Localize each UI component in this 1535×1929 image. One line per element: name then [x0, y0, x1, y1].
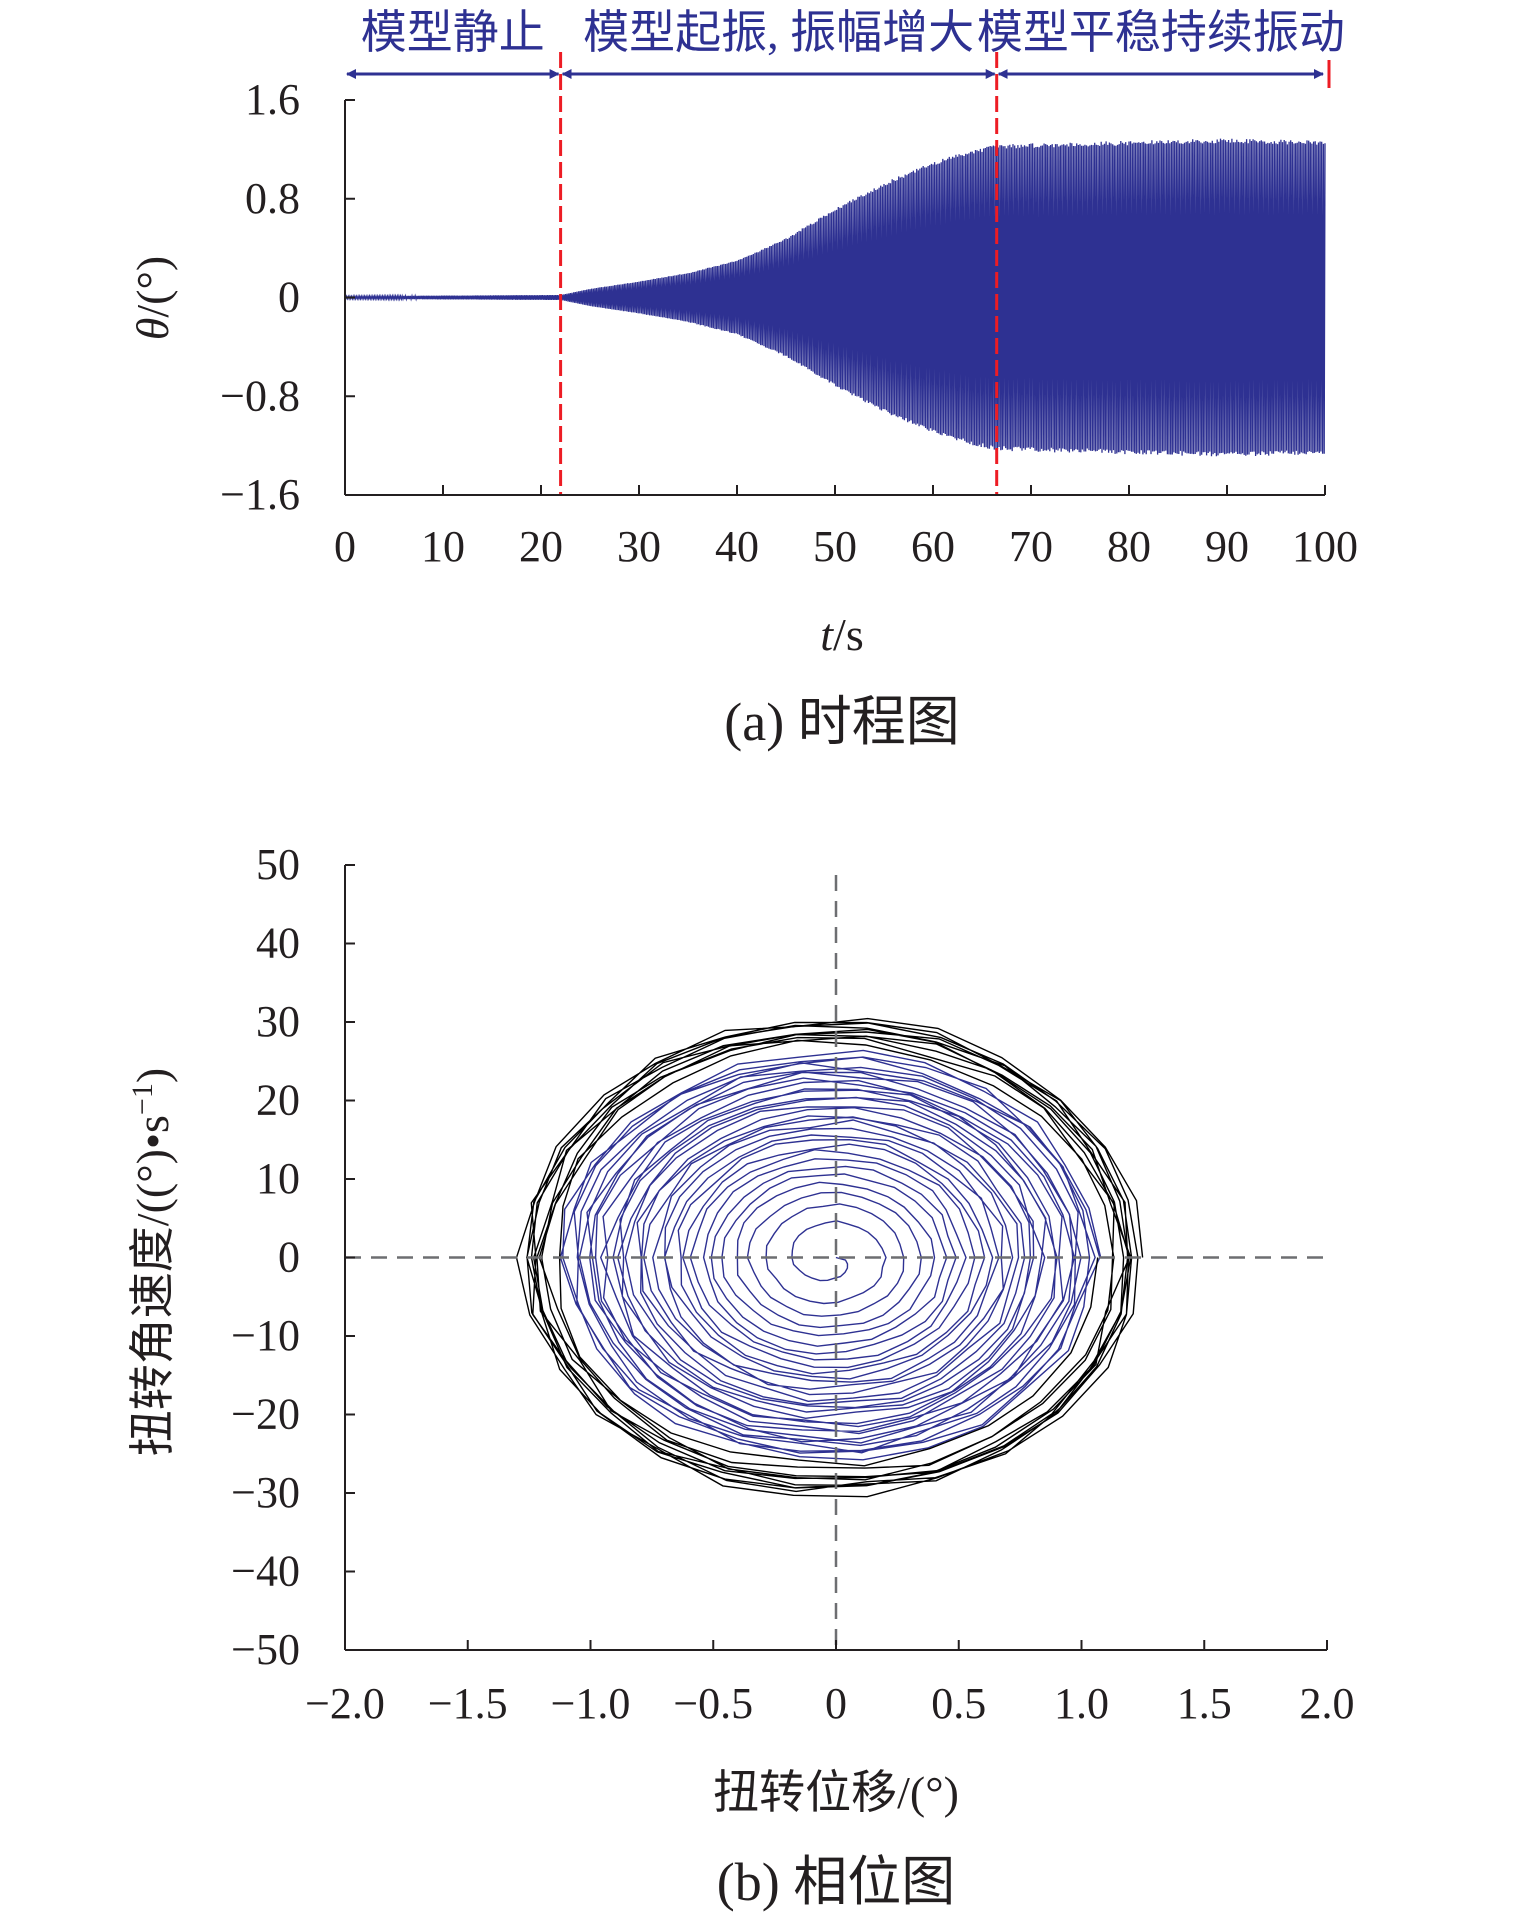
x-tick-label: −1.0 — [551, 1679, 631, 1728]
y-tick-label: 10 — [256, 1154, 300, 1203]
x-tick-label: 1.5 — [1177, 1679, 1232, 1728]
y-tick-label: −50 — [231, 1625, 300, 1674]
chart-a-caption: (a) 时程图 — [724, 692, 959, 752]
phase-label: 模型静止 — [361, 7, 545, 58]
y-tick-label: 20 — [256, 1076, 300, 1125]
time-history-line — [344, 138, 1326, 457]
zero-reference-lines — [345, 875, 1327, 1650]
x-tick-label: −0.5 — [673, 1679, 753, 1728]
x-tick-label: 80 — [1107, 522, 1151, 571]
x-tick-label: 50 — [813, 522, 857, 571]
phase-labels: 模型静止 模型起振, 振幅增大 模型平稳持续振动 — [361, 7, 1345, 58]
y-tick-label: 50 — [256, 840, 300, 889]
steady-phase-trajectory — [515, 1017, 1144, 1498]
y-tick-label: −20 — [231, 1390, 300, 1439]
growth-phase-trajectory — [559, 1049, 1102, 1461]
x-tick-label: 90 — [1205, 522, 1249, 571]
y-tick-label: 0 — [278, 1233, 300, 1282]
x-tick-label: 1.0 — [1054, 1679, 1109, 1728]
x-tick-label: 20 — [519, 522, 563, 571]
y-axis-label: θ/(°) — [127, 256, 178, 340]
y-tick-label: −10 — [231, 1311, 300, 1360]
y-tick-label: 30 — [256, 997, 300, 1046]
y-tick-label: −0.8 — [220, 371, 300, 420]
x-axis-label: 扭转位移/(°) — [713, 1767, 959, 1818]
phase-boundary-lines — [559, 52, 1331, 495]
x-tick-label: 2.0 — [1300, 1679, 1355, 1728]
x-tick-label: 40 — [715, 522, 759, 571]
x-tick-label: 0.5 — [931, 1679, 986, 1728]
phase-label: 模型平稳持续振动 — [977, 7, 1345, 58]
phase-portrait-axes — [344, 864, 1328, 1651]
x-tick-labels: −2.0 −1.5 −1.0 −0.5 0 0.5 1.0 1.5 2.0 — [305, 1679, 1354, 1728]
phase-label: 模型起振, 振幅增大 — [583, 7, 974, 58]
x-tick-label: 60 — [911, 522, 955, 571]
y-tick-label: −40 — [231, 1547, 300, 1596]
x-tick-label: −2.0 — [305, 1679, 385, 1728]
y-tick-label: 0 — [278, 273, 300, 322]
y-tick-label: −30 — [231, 1468, 300, 1517]
x-tick-label: 0 — [825, 1679, 847, 1728]
y-tick-label: 40 — [256, 919, 300, 968]
x-axis-label: t/s — [820, 609, 863, 660]
y-tick-label: 1.6 — [245, 75, 300, 124]
time-history-series — [344, 138, 1326, 457]
time-history-chart: 模型静止 模型起振, 振幅增大 模型平稳持续振动 0 10 20 30 40 50 60 70 80… — [127, 7, 1358, 752]
x-tick-label: 70 — [1009, 522, 1053, 571]
x-tick-labels: 0 10 20 30 40 50 60 70 80 90 100 — [334, 522, 1358, 571]
x-tick-label: 30 — [617, 522, 661, 571]
x-tick-label: 0 — [334, 522, 356, 571]
y-tick-labels: 50 40 30 20 10 0 −10 −20 −30 −40 −50 — [231, 840, 300, 1674]
x-tick-label: −1.5 — [428, 1679, 508, 1728]
chart-b-caption: (b) 相位图 — [717, 1852, 955, 1912]
y-tick-label: 0.8 — [245, 174, 300, 223]
y-axis-label: 扭转角速度/((°)•s−1) — [126, 1068, 178, 1456]
x-tick-label: 100 — [1292, 522, 1358, 571]
time-history-axes — [344, 99, 1326, 496]
y-tick-labels: 1.6 0.8 0 −0.8 −1.6 — [220, 75, 300, 519]
y-tick-label: −1.6 — [220, 470, 300, 519]
phase-portrait-chart: −2.0 −1.5 −1.0 −0.5 0 0.5 1.0 1.5 2.0 50 40 30 20 10… — [126, 840, 1355, 1912]
x-tick-label: 10 — [421, 522, 465, 571]
